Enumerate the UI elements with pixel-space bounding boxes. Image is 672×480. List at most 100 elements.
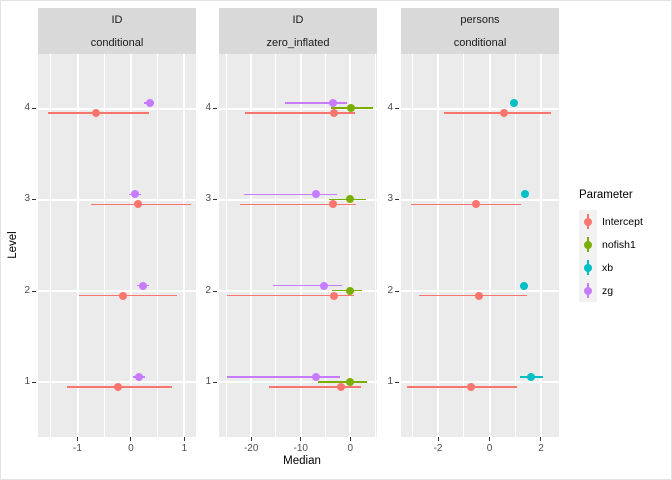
point-intercept-level-2 [119, 291, 128, 300]
x-tick-mark [540, 437, 542, 441]
point-intercept-level-4 [91, 109, 100, 118]
x-tick-label: -1 [73, 443, 82, 454]
point-zg-level-4 [328, 99, 337, 108]
point-intercept-level-2 [475, 291, 484, 300]
y-tick-mark [213, 108, 217, 110]
point-zg-level-2 [139, 281, 148, 290]
x-tick-mark [130, 437, 132, 441]
legend-entry: zg [579, 279, 643, 302]
facet-panel [401, 54, 559, 437]
x-tick-mark [437, 437, 439, 441]
point-nofish1-level-4 [346, 104, 355, 113]
legend-entry-label: Intercept [602, 215, 643, 228]
legend-key-pointrange-icon [579, 210, 597, 233]
x-tick-label: 0 [486, 443, 493, 454]
gridline-major-horizontal [219, 381, 377, 384]
errorbar-zg-level-4 [284, 102, 347, 104]
y-tick-label: 1 [387, 375, 393, 387]
legend-entry-label: nofish1 [602, 238, 636, 251]
y-tick-label: 2 [387, 284, 393, 296]
legend-key-pointrange-icon [579, 256, 597, 279]
y-tick-label: 4 [205, 102, 211, 114]
gridline-major-vertical [488, 54, 491, 437]
point-xb-level-3 [520, 190, 529, 199]
legend-key-point [584, 263, 592, 272]
gridline-major-horizontal [401, 198, 559, 201]
gridline-minor-vertical [463, 54, 465, 437]
y-tick-mark [213, 199, 217, 201]
point-intercept-level-1 [337, 382, 346, 391]
facet-strip-label: conditional [38, 31, 196, 54]
gridline-minor-vertical [411, 54, 413, 437]
gridline-major-vertical [183, 54, 186, 437]
point-intercept-level-2 [329, 291, 338, 300]
y-tick-label: 2 [205, 284, 211, 296]
gridline-minor-vertical [275, 54, 277, 437]
y-tick-mark [32, 290, 36, 292]
errorbar-zg-level-1 [227, 376, 340, 378]
gridline-minor-vertical [103, 54, 105, 437]
y-tick-label: 1 [205, 375, 211, 387]
errorbar-nofish1-level-1 [318, 381, 368, 383]
y-tick-mark [395, 199, 399, 201]
gridline-major-horizontal [401, 381, 559, 384]
gridline-major-horizontal [219, 290, 377, 293]
x-tick-mark [77, 437, 78, 441]
y-tick-label: 3 [387, 193, 393, 205]
facet-panel [38, 54, 196, 437]
x-axis-title: Median [283, 455, 321, 467]
point-intercept-level-3 [133, 200, 142, 209]
gridline-minor-vertical [157, 54, 159, 437]
point-intercept-level-1 [466, 382, 475, 391]
gridline-major-horizontal [219, 107, 377, 110]
gridline-major-vertical [539, 54, 542, 437]
point-nofish1-level-1 [346, 377, 355, 386]
legend-entry: xb [579, 256, 643, 279]
point-zg-level-4 [146, 99, 155, 108]
x-tick-label: -2 [433, 443, 443, 454]
legend-key-point [584, 217, 592, 226]
y-tick-mark [395, 381, 399, 383]
gridline-major-horizontal [38, 198, 196, 201]
legend-key-point [584, 286, 592, 295]
legend-key-pointrange-icon [579, 279, 597, 302]
point-nofish1-level-2 [345, 286, 354, 295]
errorbar-intercept-level-2 [418, 294, 528, 297]
point-zg-level-1 [311, 372, 320, 381]
gridline-minor-vertical [324, 54, 326, 437]
gridline-major-horizontal [38, 290, 196, 293]
gridline-minor-vertical [50, 54, 52, 437]
point-xb-level-4 [509, 99, 518, 108]
y-tick-mark [213, 381, 217, 383]
x-tick-mark [300, 437, 302, 441]
point-intercept-level-1 [114, 382, 123, 391]
x-tick-label: -20 [243, 443, 259, 454]
errorbar-zg-level-3 [243, 193, 337, 196]
gridline-major-horizontal [38, 107, 196, 110]
y-tick-label: 4 [387, 102, 393, 114]
gridline-major-vertical [76, 54, 79, 437]
point-zg-level-2 [320, 281, 329, 290]
legend-title: Parameter [579, 189, 633, 201]
x-tick-label: -10 [293, 443, 308, 454]
errorbar-intercept-level-4 [443, 112, 551, 114]
x-tick-mark [489, 437, 491, 441]
facet-strip-label: conditional [401, 31, 559, 54]
errorbar-intercept-level-1 [407, 386, 518, 388]
legend-entries: Intercept nofish1 xb zg [579, 210, 643, 302]
facet-strip-label: persons [401, 8, 559, 31]
point-xb-level-2 [519, 281, 528, 290]
facet-strip-label: ID [219, 8, 377, 31]
point-intercept-level-3 [472, 200, 481, 209]
legend-key-point [584, 240, 592, 249]
errorbar-zg-level-2 [272, 284, 342, 287]
legend: Parameter Intercept nofish1 xb zg [579, 189, 643, 302]
gridline-minor-vertical [514, 54, 516, 437]
point-nofish1-level-3 [346, 195, 355, 204]
legend-entry: Intercept [579, 210, 643, 233]
x-tick-mark [349, 437, 351, 441]
errorbar-intercept-level-1 [269, 386, 362, 388]
y-tick-label: 2 [24, 284, 30, 296]
